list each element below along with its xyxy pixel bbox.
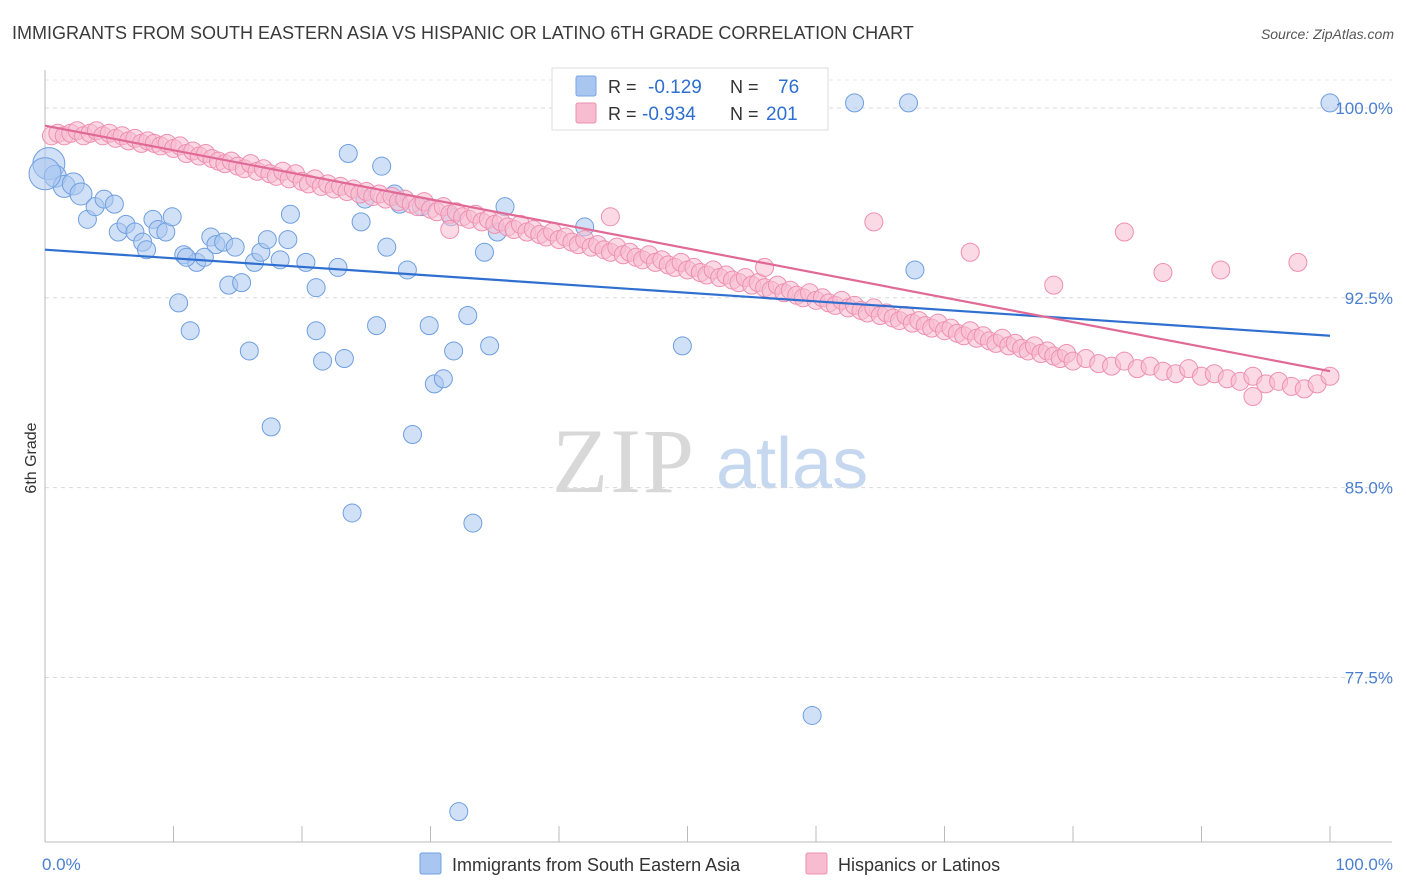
immigrants-point-74 xyxy=(176,247,196,267)
y-axis-label: 6th Grade xyxy=(23,422,40,493)
chart-title: IMMIGRANTS FROM SOUTH EASTERN ASIA VS HI… xyxy=(12,23,914,43)
immigrants-point-13 xyxy=(137,240,157,260)
y-tick-label-3: 77.5% xyxy=(1345,668,1393,687)
hispanics-point-187 xyxy=(1153,262,1173,282)
immigrants-point-47 xyxy=(372,156,392,176)
x-tick-labels: 0.0% 100.0% xyxy=(42,855,1393,874)
immigrants-point-38 xyxy=(306,321,326,341)
trend-line-immigrants xyxy=(44,248,1331,337)
watermark-zip: ZIP xyxy=(552,410,696,512)
immigrants-point-36 xyxy=(280,204,300,224)
immigrants-point-27 xyxy=(225,237,245,257)
immigrants-point-70 xyxy=(899,93,919,113)
watermark: ZIP atlas xyxy=(552,410,868,512)
hispanics-point-185 xyxy=(1044,275,1064,295)
immigrants-point-75 xyxy=(306,278,326,298)
hispanics-point-188 xyxy=(1211,260,1231,280)
immigrants-point-72 xyxy=(1320,93,1340,113)
immigrants-point-43 xyxy=(342,503,362,523)
immigrants-point-29 xyxy=(239,341,259,361)
stats-legend-swatch-1 xyxy=(575,102,597,124)
stats-n-label-0: N = xyxy=(730,77,759,97)
immigrants-point-58 xyxy=(444,341,464,361)
immigrants-point-44 xyxy=(351,212,371,232)
immigrants-point-20 xyxy=(180,321,200,341)
immigrants-point-17 xyxy=(162,207,182,227)
immigrants-point-62 xyxy=(474,242,494,262)
immigrants-point-28 xyxy=(232,273,252,293)
immigrants-point-61 xyxy=(463,513,483,533)
hispanics-point-190 xyxy=(1288,252,1308,272)
immigrants-point-39 xyxy=(313,351,333,371)
stats-n-value-1: 201 xyxy=(766,104,798,125)
hispanics-point-179 xyxy=(1320,366,1340,386)
stats-r-label-0: R = xyxy=(608,77,637,97)
immigrants-point-68 xyxy=(802,705,822,725)
hispanics-point-183 xyxy=(864,212,884,232)
legend-label-immigrants: Immigrants from South Eastern Asia xyxy=(452,855,741,875)
immigrants-point-42 xyxy=(338,144,358,164)
immigrants-point-60 xyxy=(458,306,478,326)
immigrants-point-41 xyxy=(334,349,354,369)
hispanics-point-180 xyxy=(440,219,460,239)
immigrants-point-32 xyxy=(257,230,277,250)
bottom-legend: Immigrants from South Eastern Asia Hispa… xyxy=(419,852,1000,875)
legend-swatch-immigrants xyxy=(419,852,442,875)
legend-label-hispanics: Hispanics or Latinos xyxy=(838,855,1000,875)
trend-lines xyxy=(44,124,1331,373)
y-tick-label-1: 92.5% xyxy=(1345,289,1393,308)
immigrants-point-56 xyxy=(433,369,453,389)
stats-r-value-0: -0.129 xyxy=(648,77,702,98)
immigrants-point-63 xyxy=(480,336,500,356)
trend-line-hispanics xyxy=(44,124,1331,373)
stats-r-value-1: -0.934 xyxy=(642,104,696,125)
immigrants-point-4 xyxy=(69,182,93,206)
immigrants-point-35 xyxy=(278,230,298,250)
legend-swatch-hispanics xyxy=(805,852,828,875)
immigrants-point-69 xyxy=(845,93,865,113)
immigrants-point-52 xyxy=(403,424,423,444)
stats-legend-box xyxy=(551,67,829,131)
x-tick-label-1: 100.0% xyxy=(1335,855,1393,874)
hispanics-point-189 xyxy=(1243,387,1263,407)
hispanics-point-181 xyxy=(600,207,620,227)
x-tick-label-0: 0.0% xyxy=(42,855,81,874)
immigrants-point-33 xyxy=(261,417,281,437)
immigrants-point-73 xyxy=(28,157,62,191)
y-tick-label-2: 85.0% xyxy=(1345,479,1393,498)
stats-legend-swatch-0 xyxy=(575,75,597,97)
chart-source: Source: ZipAtlas.com xyxy=(1261,26,1394,42)
immigrants-point-40 xyxy=(328,257,348,277)
immigrants-point-18 xyxy=(169,293,189,313)
immigrants-point-48 xyxy=(377,237,397,257)
hispanics-point-184 xyxy=(960,242,980,262)
watermark-atlas: atlas xyxy=(716,424,868,504)
immigrants-point-59 xyxy=(449,802,469,822)
immigrants-point-51 xyxy=(397,260,417,280)
immigrants-point-46 xyxy=(367,316,387,336)
stats-legend: R = -0.129 N = 76 R = -0.934 N = 201 xyxy=(551,67,829,131)
immigrants-point-8 xyxy=(104,194,124,214)
immigrants-point-71 xyxy=(905,260,925,280)
y-tick-labels: 100.0% 92.5% 85.0% 77.5% xyxy=(1335,99,1393,688)
y-tick-label-0: 100.0% xyxy=(1335,99,1393,118)
stats-n-value-0: 76 xyxy=(778,77,799,98)
hispanics-point-186 xyxy=(1114,222,1134,242)
immigrants-point-67 xyxy=(672,336,692,356)
stats-n-label-1: N = xyxy=(730,104,759,124)
axes xyxy=(44,70,1392,843)
immigrants-point-54 xyxy=(419,316,439,336)
stats-r-label-1: R = xyxy=(608,104,637,124)
